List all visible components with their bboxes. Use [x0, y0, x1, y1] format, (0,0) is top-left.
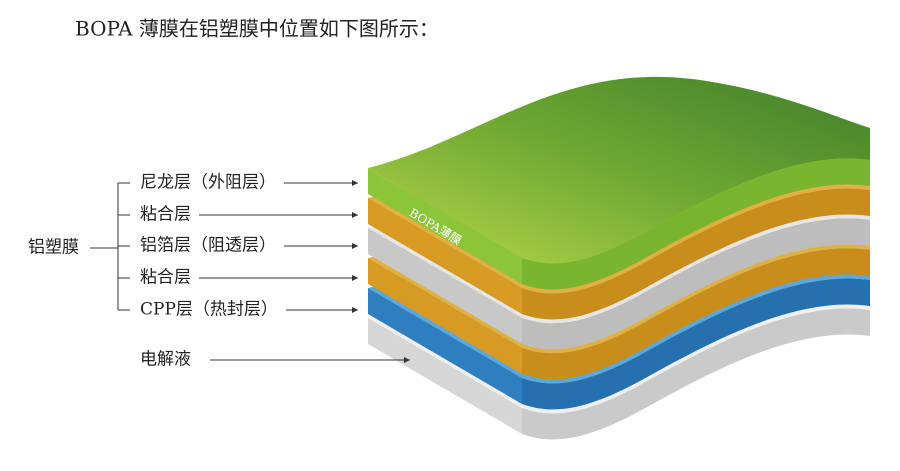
layer-label: 铝箔层（阻透层） [140, 236, 276, 256]
layer-side [522, 188, 870, 320]
electrolyte-label: 电解液 [140, 350, 191, 370]
layer-side [522, 278, 870, 410]
layer [368, 76, 870, 290]
layer-front [368, 168, 522, 284]
layer-side [522, 218, 870, 350]
layer-front [368, 198, 522, 314]
layer-top [368, 76, 870, 264]
layer-front [368, 318, 522, 434]
layer-front [368, 258, 522, 374]
layer-front [368, 228, 522, 344]
layer-label: 粘合层 [140, 205, 191, 225]
layer-side [522, 248, 870, 380]
layer-label: CPP层（热封层） [140, 300, 278, 320]
layer-front [368, 288, 522, 404]
layer-label: 粘合层 [140, 268, 191, 288]
layer-side [522, 158, 870, 290]
layer-label: 尼龙层（外阻层） [140, 173, 276, 193]
title: BOPA 薄膜在铝塑膜中位置如下图所示： [75, 17, 439, 41]
layer-stack: BOPA薄膜 [368, 76, 870, 440]
group-label: 铝塑膜 [28, 238, 79, 258]
layer-side [522, 308, 870, 440]
